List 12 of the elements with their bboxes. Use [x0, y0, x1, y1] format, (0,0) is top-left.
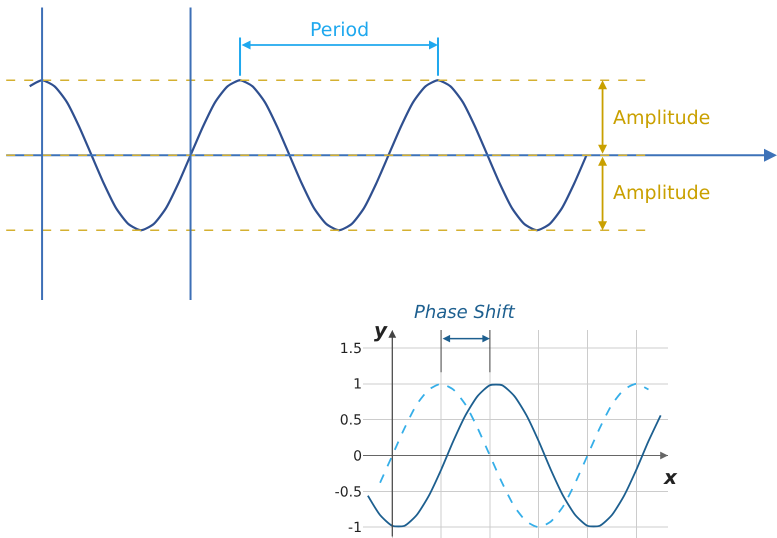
text: Amplitude	[613, 107, 710, 129]
y-tick-label: 1.5	[340, 340, 362, 357]
y-tick-label: -1	[348, 520, 362, 536]
y-tick-label: 1	[353, 376, 362, 393]
x-axis-title: x	[663, 465, 678, 489]
y-tick-label: -0.5	[334, 484, 362, 500]
y-tick-label: 0.5	[340, 412, 362, 429]
y-axis-title: y	[374, 318, 388, 342]
text: Amplitude	[613, 182, 710, 204]
y-tick-label: 0	[353, 448, 362, 464]
text: Phase Shift	[414, 302, 516, 323]
text: Period	[310, 19, 370, 41]
